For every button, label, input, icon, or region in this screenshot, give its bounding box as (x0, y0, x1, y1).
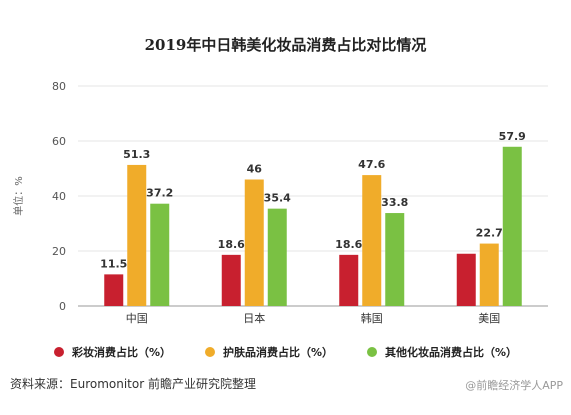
bar (457, 254, 476, 306)
bar (127, 165, 146, 306)
bar (222, 255, 241, 306)
bar (104, 274, 123, 306)
legend-swatch-skincare (205, 347, 215, 357)
legend-label-makeup: 彩妆消费占比（%） (72, 344, 171, 360)
x-axis: 中国 日本 韩国 美国 (126, 311, 501, 325)
y-axis: 0 20 40 60 80 (52, 80, 66, 313)
legend-swatch-makeup (54, 347, 64, 357)
legend-item-other: 其他化妆品消费占比（%） (367, 344, 517, 360)
legend-item-skincare: 护肤品消费占比（%） (205, 344, 333, 360)
y-tick-label: 40 (52, 190, 66, 203)
legend-label-skincare: 护肤品消费占比（%） (223, 344, 333, 360)
y-tick-label: 80 (52, 80, 66, 93)
bar-value-label: 46 (247, 163, 263, 176)
legend-swatch-other (367, 347, 377, 357)
y-axis-label: 单位：% (12, 176, 25, 216)
bar (385, 213, 404, 306)
bar (245, 180, 264, 307)
y-tick-label: 20 (52, 245, 66, 258)
x-tick-label: 韩国 (361, 311, 383, 325)
bar-value-label: 51.3 (123, 148, 150, 161)
bar-value-label: 57.9 (499, 130, 526, 143)
bar-value-label: 11.5 (100, 257, 127, 270)
bar (268, 209, 287, 306)
bar (339, 255, 358, 306)
y-tick-label: 60 (52, 135, 66, 148)
bar (480, 244, 499, 306)
source-note: 资料来源：Euromonitor 前瞻产业研究院整理 (10, 375, 256, 392)
bar-value-label: 33.8 (381, 196, 408, 209)
y-tick-label: 0 (59, 300, 66, 313)
credit-watermark: @前瞻经济学人APP (465, 377, 563, 393)
x-tick-label: 美国 (478, 312, 500, 325)
bar (150, 204, 169, 306)
legend-item-makeup: 彩妆消费占比（%） (54, 344, 171, 360)
bar-value-label: 47.6 (358, 158, 385, 171)
bar-value-label: 18.6 (335, 238, 362, 251)
legend: 彩妆消费占比（%） 护肤品消费占比（%） 其他化妆品消费占比（%） (0, 344, 571, 360)
bar (503, 147, 522, 306)
bar-value-label: 18.6 (218, 238, 245, 251)
bars: 11.5 51.3 37.2 18.6 46 35.4 18.6 47.6 33.8 22.7 57… (100, 130, 526, 306)
x-tick-label: 日本 (243, 311, 265, 325)
x-tick-label: 中国 (126, 312, 148, 325)
bar-value-label: 35.4 (264, 192, 291, 205)
bar-value-label: 37.2 (146, 187, 173, 200)
bar (362, 175, 381, 306)
bar-value-label: 22.7 (476, 227, 503, 240)
legend-label-other: 其他化妆品消费占比（%） (385, 344, 517, 360)
